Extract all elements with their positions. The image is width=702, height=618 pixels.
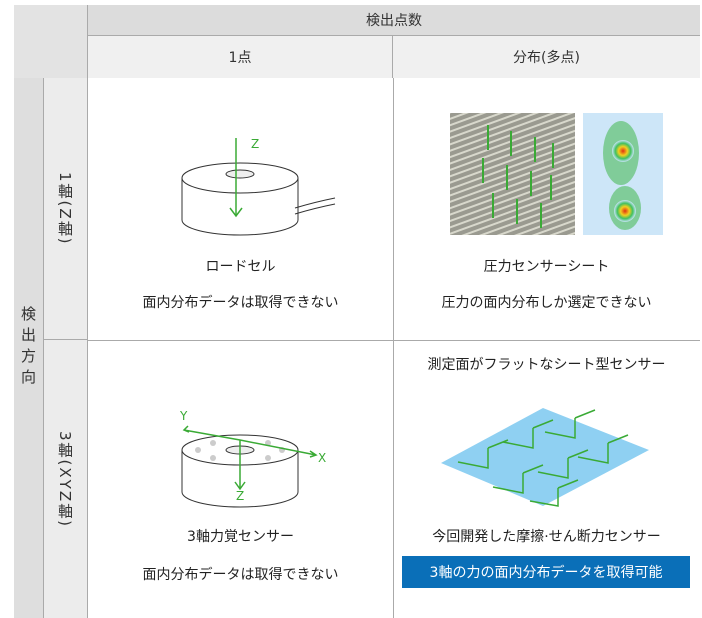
axis-label: Y <box>179 409 188 423</box>
row-label: 1軸(Z軸) <box>56 171 74 246</box>
cell: 圧力センサーシート 圧力の面内分布しか選定できない <box>393 78 700 340</box>
cell: 測定面がフラットなシート型センサー 今回開発した摩擦·せん断力センサー 3軸の力… <box>393 340 700 618</box>
sensor-note: 圧力の面内分布しか選定できない <box>441 295 652 311</box>
shear-sensor-illustration <box>441 408 649 507</box>
header-title: 検出点数 <box>88 5 700 36</box>
row-divider <box>88 340 700 341</box>
row-label-cell: 1軸(Z軸) <box>44 78 88 340</box>
force-sensor-illustration: Y X Z <box>179 409 326 508</box>
sensor-name: 圧力センサーシート <box>483 259 610 275</box>
row-label-cell: 3軸(XYZ軸) <box>44 340 88 618</box>
cell: Y X Z 3軸力覚センサー 面内分布データは取得できない <box>88 340 393 618</box>
axis-label: Z <box>236 489 244 503</box>
sensor-note: 面内分布データは取得できない <box>142 295 339 311</box>
column-divider <box>393 78 394 618</box>
highlight-note: 3軸の力の面内分布データを取得可能 <box>402 556 690 588</box>
side-title-cell: 検出方向 <box>14 78 44 618</box>
axis-label: X <box>318 451 326 465</box>
column-header: 1点 <box>88 36 393 78</box>
sensor-name: ロードセル <box>205 259 276 275</box>
load-cell-illustration: Z <box>181 137 336 236</box>
row-label: 3軸(XYZ軸) <box>56 430 74 528</box>
side-title: 検出方向 <box>19 306 37 390</box>
sensor-note: 面内分布データは取得できない <box>142 567 339 583</box>
cell: Z ロードセル 面内分布データは取得できない <box>88 78 393 340</box>
caption: 測定面がフラットなシート型センサー <box>427 357 666 373</box>
sensor-name: 3軸力覚センサー <box>187 529 294 545</box>
pressure-sheet-illustration <box>450 113 663 235</box>
sensor-name: 今回開発した摩擦·せん断力センサー <box>432 529 661 545</box>
axis-label: Z <box>251 137 259 151</box>
corner-cell <box>14 5 88 78</box>
column-header: 分布(多点) <box>393 36 700 78</box>
